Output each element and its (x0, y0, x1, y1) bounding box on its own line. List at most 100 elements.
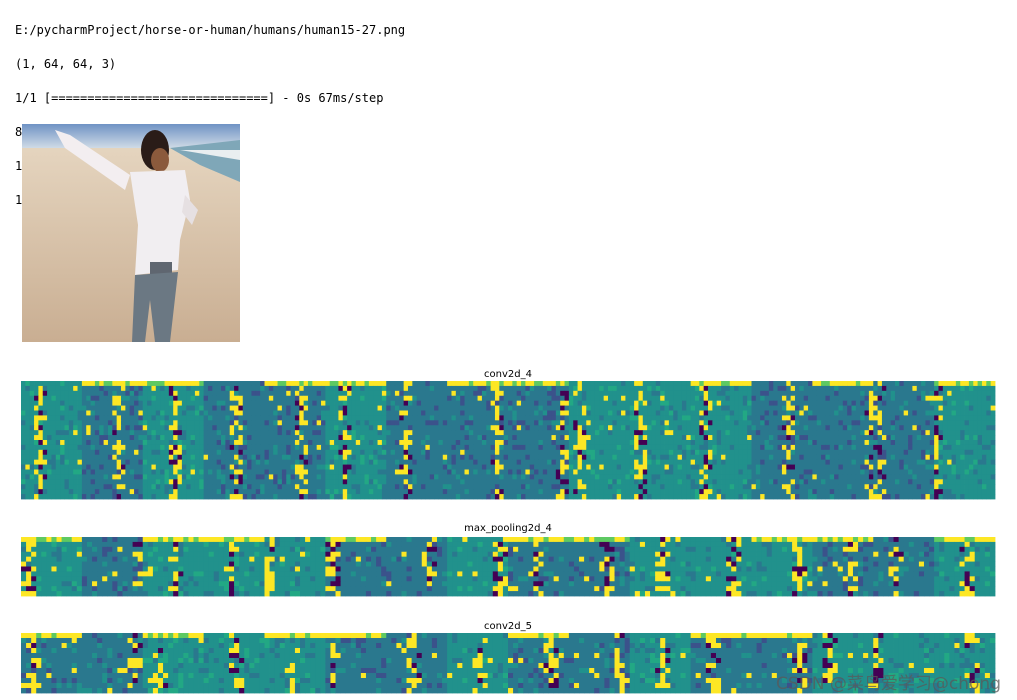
feature-pixel (834, 459, 839, 465)
feature-pixel (773, 489, 778, 495)
feature-pixel (460, 395, 465, 402)
feature-pixel (725, 395, 731, 402)
feature-pixel (338, 385, 344, 392)
feature-pixel (207, 410, 213, 416)
feature-pixel (247, 435, 252, 441)
feature-pixel (547, 415, 552, 421)
feature-pixel (42, 435, 48, 441)
feature-pixel (368, 390, 374, 397)
feature-pixel (586, 425, 592, 431)
feature-pixel (551, 474, 557, 480)
feature-pixel (286, 444, 291, 451)
feature-pixel (812, 479, 818, 485)
feature-pixel (555, 405, 561, 411)
feature-pixel (99, 415, 105, 421)
feature-pixel (681, 474, 687, 480)
feature-pixel (855, 425, 861, 431)
feature-pixel (168, 385, 174, 392)
feature-pixel (690, 464, 696, 470)
feature-pixel (912, 440, 918, 446)
feature-pixel (912, 469, 918, 475)
feature-pixel (755, 469, 761, 475)
feature-pixel (673, 484, 678, 490)
feature-pixel (486, 464, 492, 470)
feature-pixel (60, 410, 65, 416)
feature-pixel (903, 440, 909, 446)
feature-pixel (264, 420, 270, 426)
feature-pixel (155, 425, 161, 431)
feature-pixel (81, 454, 87, 461)
feature-pixel (173, 430, 178, 436)
feature-pixel (234, 464, 239, 470)
feature-pixel (842, 459, 848, 465)
feature-pixel (403, 400, 409, 406)
feature-pixel (425, 410, 431, 416)
feature-pixel (347, 415, 352, 421)
feature-pixel (473, 415, 478, 421)
feature-pixel (799, 395, 805, 402)
feature-pixel (186, 449, 191, 456)
feature-pixel (294, 425, 300, 431)
feature-pixel (121, 444, 126, 451)
feature-pixel (838, 400, 844, 406)
feature-pixel (803, 430, 809, 436)
feature-pixel (368, 395, 374, 402)
feature-pixel (416, 430, 422, 436)
feature-pixel (677, 385, 683, 392)
feature-pixel (34, 435, 39, 441)
feature-pixel (360, 464, 365, 470)
feature-pixel (608, 474, 613, 480)
feature-pixel (125, 449, 131, 456)
feature-pixel (755, 400, 761, 406)
feature-pixel (742, 449, 748, 456)
feature-pixel (529, 425, 535, 431)
feature-pixel (760, 479, 765, 485)
feature-pixel (660, 415, 665, 421)
feature-pixel (521, 430, 526, 436)
feature-pixel (138, 459, 144, 465)
feature-pixel (868, 454, 874, 461)
feature-pixel (186, 385, 191, 392)
feature-pixel (77, 494, 83, 500)
feature-pixel (268, 444, 274, 451)
feature-pixel (355, 410, 361, 416)
feature-pixel (773, 479, 778, 485)
feature-pixel (599, 420, 605, 426)
feature-pixel (468, 405, 474, 411)
feature-pixel (338, 479, 344, 485)
feature-pixel (464, 410, 470, 416)
feature-pixel (847, 494, 852, 500)
feature-pixel (116, 400, 122, 406)
feature-pixel (47, 430, 52, 436)
feature-pixel (621, 479, 626, 485)
feature-pixel (608, 444, 613, 451)
feature-pixel (386, 405, 391, 411)
feature-pixel (925, 390, 931, 397)
feature-pixel (621, 381, 626, 387)
feature-pixel (377, 444, 383, 451)
feature-pixel (377, 449, 383, 456)
feature-pixel (221, 469, 226, 475)
feature-pixel (142, 494, 148, 500)
feature-pixel (703, 415, 709, 421)
feature-pixel (81, 395, 87, 402)
feature-pixel (577, 444, 583, 451)
feature-pixel (68, 464, 74, 470)
feature-pixel (364, 489, 370, 495)
feature-pixel (716, 464, 722, 470)
feature-pixel (373, 459, 378, 465)
feature-pixel (694, 400, 700, 406)
feature-pixel (29, 440, 35, 446)
feature-pixel (760, 420, 765, 426)
feature-pixel (38, 464, 44, 470)
feature-pixel (899, 400, 905, 406)
feature-pixel (281, 469, 287, 475)
feature-pixel (538, 395, 544, 402)
feature-pixel (825, 489, 831, 495)
feature-pixel (412, 484, 418, 490)
feature-pixel (668, 385, 674, 392)
feature-pixel (699, 410, 705, 416)
feature-pixel (681, 469, 687, 475)
feature-pixel (855, 489, 861, 495)
feature-pixel (151, 464, 157, 470)
